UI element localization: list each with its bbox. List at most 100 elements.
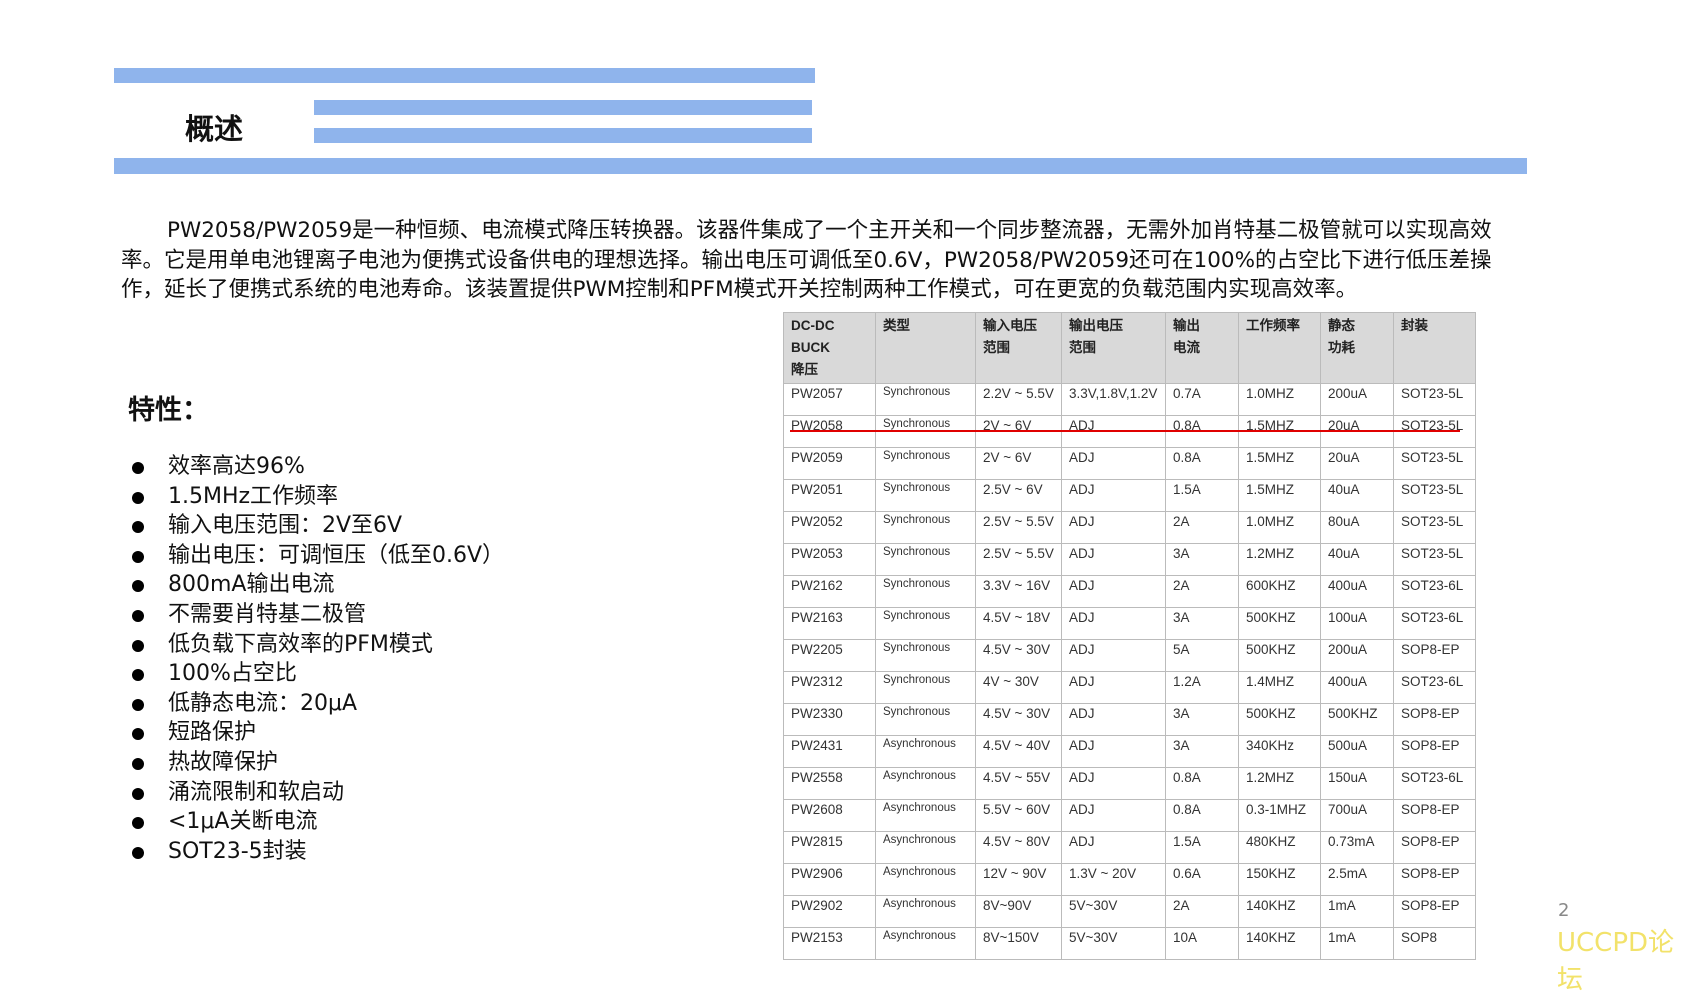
- column-header: 输出 电流: [1165, 312, 1239, 384]
- feature-item: <1μA关断电流: [132, 807, 504, 837]
- table-cell: Asynchronous: [875, 735, 976, 768]
- table-cell: 40uA: [1320, 479, 1394, 512]
- table-cell: SOP8-EP: [1393, 895, 1476, 928]
- table-cell: 500KHZ: [1238, 703, 1321, 736]
- table-cell: ADJ: [1061, 543, 1166, 576]
- table-cell: SOP8-EP: [1393, 799, 1476, 832]
- bullet-icon: [132, 698, 144, 711]
- table-cell: 500KHZ: [1320, 703, 1394, 736]
- table-cell: ADJ: [1061, 511, 1166, 544]
- table-cell: 2A: [1165, 511, 1239, 544]
- table-cell: PW2431: [783, 735, 876, 768]
- table-cell: 5V~30V: [1061, 895, 1166, 928]
- feature-text: 短路保护: [168, 720, 257, 746]
- table-cell: 1.2MHZ: [1238, 543, 1321, 576]
- table-cell: Synchronous: [875, 447, 976, 480]
- feature-item: 输出电压：可调恒压（低至0.6V）: [132, 541, 504, 571]
- table-cell: Asynchronous: [875, 895, 976, 928]
- table-cell: 8V~90V: [975, 895, 1062, 928]
- table-cell: 3A: [1165, 735, 1239, 768]
- feature-item: 1.5MHz工作频率: [132, 482, 504, 512]
- table-cell: 140KHZ: [1238, 895, 1321, 928]
- table-cell: SOT23-5L: [1393, 543, 1476, 576]
- bullet-icon: [132, 669, 144, 682]
- table-cell: 500KHZ: [1238, 639, 1321, 672]
- page-number: 2: [1558, 900, 1570, 921]
- table-cell: PW2902: [783, 895, 876, 928]
- table-cell: SOT23-6L: [1393, 671, 1476, 704]
- bullet-icon: [132, 609, 144, 622]
- feature-item: SOT23-5封装: [132, 837, 504, 867]
- table-cell: SOT23-6L: [1393, 767, 1476, 800]
- intro-paragraph: PW2058/PW2059是一种恒频、电流模式降压转换器。该器件集成了一个主开关…: [121, 218, 1492, 302]
- table-cell: 0.3-1MHZ: [1238, 799, 1321, 832]
- decor-bar: [114, 68, 815, 83]
- bullet-icon: [132, 846, 144, 859]
- table-cell: PW2162: [783, 575, 876, 608]
- table-cell: ADJ: [1061, 703, 1166, 736]
- column-header: 静态 功耗: [1320, 312, 1394, 384]
- feature-text: <1μA关断电流: [168, 809, 318, 835]
- table-cell: 100uA: [1320, 607, 1394, 640]
- feature-text: 低静态电流：20μA: [168, 690, 358, 716]
- features-list: 效率高达96% 1.5MHz工作频率 输入电压范围：2V至6V 输出电压：可调恒压（低…: [132, 452, 504, 866]
- table-cell: 1.5MHZ: [1238, 479, 1321, 512]
- table-row: PW2906 Asynchronous 12V ~ 90V 1.3V ~ 20V 0.6…: [783, 863, 1476, 896]
- table-cell: SOP8-EP: [1393, 703, 1476, 736]
- column-header: 输入电压 范围: [975, 312, 1062, 384]
- feature-item: 800mA输出电流: [132, 570, 504, 600]
- feature-text: 涌流限制和软启动: [168, 779, 345, 805]
- feature-item: 低负载下高效率的PFM模式: [132, 630, 504, 660]
- feature-text: 1.5MHz工作频率: [168, 483, 339, 509]
- table-cell: Asynchronous: [875, 767, 976, 800]
- table-row: PW2431 Asynchronous 4.5V ~ 40V ADJ 3A 340KHz 5…: [783, 735, 1476, 768]
- table-cell: 400uA: [1320, 671, 1394, 704]
- table-cell: 700uA: [1320, 799, 1394, 832]
- table-cell: 20uA: [1320, 447, 1394, 480]
- table-cell: SOT23-6L: [1393, 607, 1476, 640]
- table-cell: SOP8-EP: [1393, 831, 1476, 864]
- table-row: PW2051 Synchronous 2.5V ~ 6V ADJ 1.5A 1.5MHZ 4…: [783, 479, 1476, 512]
- feature-item: 输入电压范围：2V至6V: [132, 511, 504, 541]
- table-cell: 4.5V ~ 18V: [975, 607, 1062, 640]
- bullet-icon: [132, 817, 144, 830]
- table-cell: PW2815: [783, 831, 876, 864]
- table-cell: 500KHZ: [1238, 607, 1321, 640]
- table-cell: SOP8-EP: [1393, 863, 1476, 896]
- table-cell: 2A: [1165, 575, 1239, 608]
- table-row: PW2053 Synchronous 2.5V ~ 5.5V ADJ 3A 1.2MHZ 4…: [783, 543, 1476, 576]
- table-cell: 480KHZ: [1238, 831, 1321, 864]
- table-cell: 150uA: [1320, 767, 1394, 800]
- table-cell: 0.8A: [1165, 447, 1239, 480]
- table-cell: 5A: [1165, 639, 1239, 672]
- table-cell: Synchronous: [875, 575, 976, 608]
- feature-text: 热故障保护: [168, 749, 279, 775]
- table-row: PW2057 Synchronous 2.2V ~ 5.5V 3.3V,1.8V,1.…: [783, 383, 1476, 416]
- table-cell: PW2051: [783, 479, 876, 512]
- bullet-icon: [132, 757, 144, 770]
- table-cell: 0.6A: [1165, 863, 1239, 896]
- table-cell: 2.5mA: [1320, 863, 1394, 896]
- table-cell: PW2053: [783, 543, 876, 576]
- table-cell: 0.7A: [1165, 383, 1239, 416]
- table-cell: PW2906: [783, 863, 876, 896]
- feature-item: 涌流限制和软启动: [132, 778, 504, 808]
- table-row: PW2052 Synchronous 2.5V ~ 5.5V ADJ 2A 1.0MHZ 8…: [783, 511, 1476, 544]
- table-cell: SOT23-5L: [1393, 479, 1476, 512]
- feature-item: 效率高达96%: [132, 452, 504, 482]
- feature-text: SOT23-5封装: [168, 838, 307, 864]
- feature-text: 输出电压：可调恒压（低至0.6V）: [168, 542, 505, 568]
- table-cell: PW2052: [783, 511, 876, 544]
- table-cell: 4.5V ~ 55V: [975, 767, 1062, 800]
- feature-text: 100%占空比: [168, 661, 297, 687]
- table-cell: 4.5V ~ 30V: [975, 703, 1062, 736]
- table-row: PW2312 Synchronous 4V ~ 30V ADJ 1.2A 1.4MHZ 40…: [783, 671, 1476, 704]
- table-cell: ADJ: [1061, 831, 1166, 864]
- column-header: 输出电压 范围: [1061, 312, 1166, 384]
- table-row: PW2059 Synchronous 2V ~ 6V ADJ 0.8A 1.5MHZ 20u…: [783, 447, 1476, 480]
- table-cell: PW2558: [783, 767, 876, 800]
- feature-item: 100%占空比: [132, 659, 504, 689]
- table-cell: ADJ: [1061, 575, 1166, 608]
- bullet-icon: [132, 491, 144, 504]
- table-cell: 200uA: [1320, 639, 1394, 672]
